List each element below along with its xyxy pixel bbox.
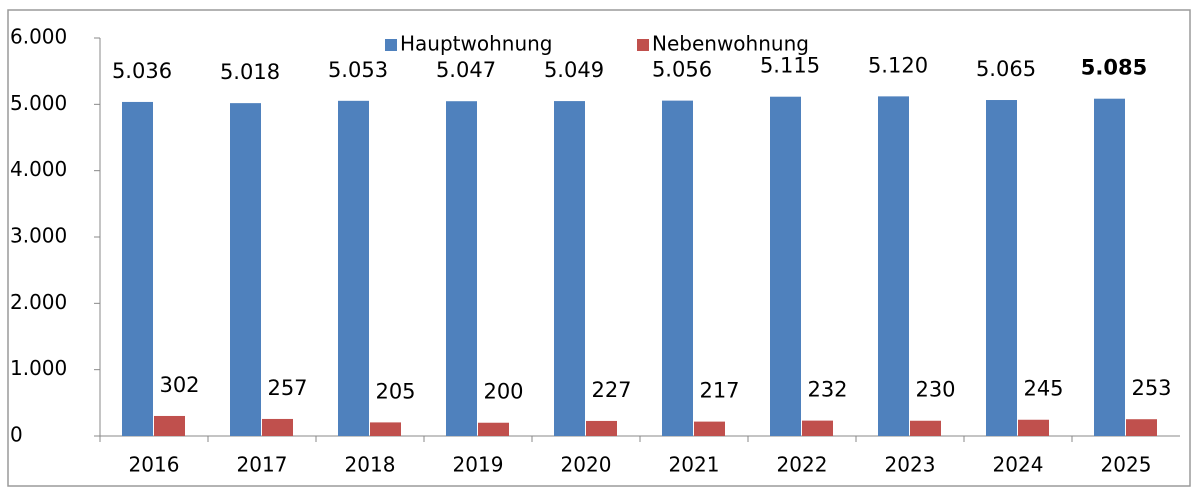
data-label: 5.056	[652, 58, 712, 82]
bar	[694, 421, 725, 436]
bar	[370, 422, 401, 436]
data-label: 5.018	[220, 60, 280, 84]
x-tick-label: 2024	[993, 453, 1044, 477]
data-label: 253	[1131, 376, 1171, 400]
bar	[770, 96, 801, 436]
bar	[662, 100, 693, 437]
x-tick-label: 2018	[345, 453, 396, 477]
x-tick-label: 2019	[453, 453, 504, 477]
legend-swatch	[385, 39, 397, 51]
bar	[154, 415, 185, 436]
data-label: 5.085	[1081, 56, 1147, 80]
data-label: 245	[1023, 377, 1063, 401]
x-tick-label: 2023	[885, 453, 936, 477]
data-label: 217	[699, 379, 739, 403]
data-label: 5.047	[436, 58, 496, 82]
data-label: 227	[591, 378, 631, 402]
data-label: 205	[375, 379, 415, 403]
data-label: 5.053	[328, 58, 388, 82]
bar	[910, 420, 941, 436]
bar	[878, 96, 909, 436]
legend-label: Hauptwohnung	[400, 32, 553, 56]
y-tick-label: 0	[10, 423, 23, 447]
bar	[478, 422, 509, 436]
bar	[122, 101, 153, 436]
bar	[1126, 419, 1157, 436]
bar	[802, 420, 833, 436]
data-label: 302	[159, 373, 199, 397]
y-tick-label: 5.000	[10, 91, 67, 115]
y-tick-label: 2.000	[10, 290, 67, 314]
y-tick-label: 3.000	[10, 224, 67, 248]
bar	[1018, 419, 1049, 436]
bar	[986, 100, 1017, 436]
x-tick-label: 2017	[237, 453, 288, 477]
data-label: 232	[807, 378, 847, 402]
data-label: 5.120	[868, 53, 928, 77]
data-label: 5.049	[544, 58, 604, 82]
y-tick-label: 4.000	[10, 157, 67, 181]
data-label: 257	[267, 376, 307, 400]
bar	[230, 103, 261, 436]
data-label: 5.065	[976, 57, 1036, 81]
bar	[554, 101, 585, 436]
y-tick-label: 6.000	[10, 25, 67, 49]
data-label: 200	[483, 380, 523, 404]
x-tick-label: 2020	[561, 453, 612, 477]
x-tick-label: 2016	[129, 453, 180, 477]
legend-label: Nebenwohnung	[652, 32, 809, 56]
x-tick-label: 2022	[777, 453, 828, 477]
legend-swatch	[637, 39, 649, 51]
bar	[446, 101, 477, 436]
x-tick-label: 2021	[669, 453, 720, 477]
bar	[338, 100, 369, 437]
data-label: 5.036	[112, 59, 172, 83]
data-label: 5.115	[760, 54, 820, 78]
bar	[262, 418, 293, 436]
bar	[586, 420, 617, 436]
data-label: 230	[915, 378, 955, 402]
chart-frame	[7, 9, 1191, 487]
y-tick-label: 1.000	[10, 356, 67, 380]
x-tick-label: 2025	[1101, 453, 1152, 477]
bar	[1094, 98, 1125, 436]
